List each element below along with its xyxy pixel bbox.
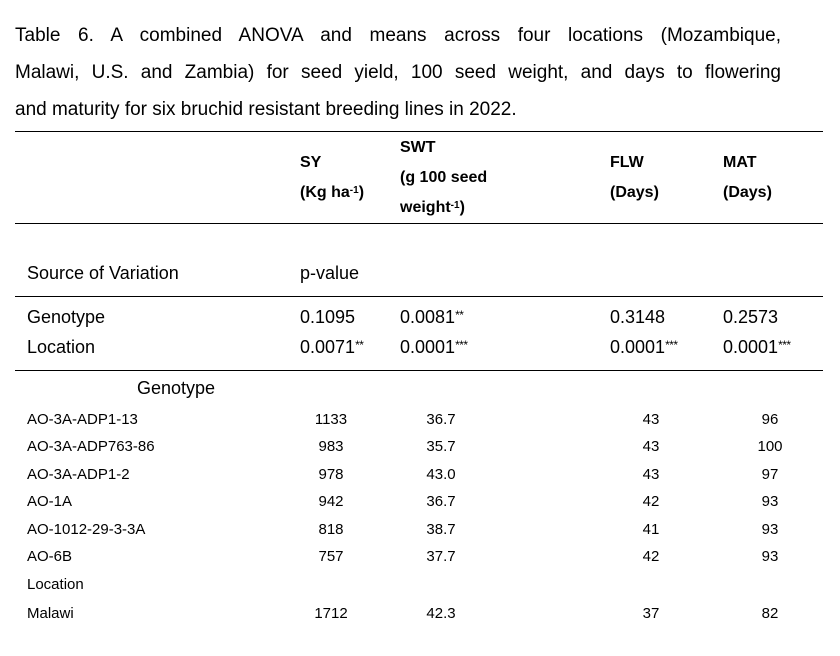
- cell-flw: 41: [642, 520, 660, 538]
- cell-flw: 42: [642, 547, 660, 565]
- row-label: AO-1012-29-3-3A: [27, 520, 146, 538]
- row-label: Location: [27, 337, 96, 357]
- superscript: -1: [349, 184, 359, 196]
- row-label: AO-6B: [27, 547, 73, 565]
- sov-value-label: p-value: [300, 263, 360, 283]
- cell-mat: 0.2573: [723, 307, 779, 327]
- means-section: Genotype AO-3A-ADP1-13 1133 36.7 43 96 A…: [15, 371, 823, 628]
- row-label: AO-1A: [27, 493, 73, 511]
- location-section-label: Location: [27, 576, 84, 594]
- row-label: AO-3A-ADP1-13: [27, 411, 138, 428]
- cell-sy: 757: [318, 547, 344, 565]
- header-swt: SWT (g 100 seed weight-1): [400, 133, 610, 223]
- cell-flw: 0.0001***: [610, 337, 678, 357]
- cell-sy: 983: [318, 438, 344, 456]
- source-of-variation-row: Source of Variation p-value: [15, 224, 823, 296]
- cell-swt: 36.7: [426, 493, 456, 511]
- cell-swt: 42.3: [426, 605, 456, 623]
- anova-section: Genotype 0.1095 0.0081** 0.3148 0.2573 L…: [15, 296, 823, 371]
- header-swt-abbr: SWT: [400, 138, 436, 156]
- significance-stars: ***: [455, 338, 468, 352]
- cell-flw: 43: [642, 465, 660, 483]
- caption-line-3: and maturity for six bruchid resistant b…: [15, 99, 517, 120]
- significance-stars: ***: [778, 338, 791, 352]
- cell-mat: 93: [761, 520, 779, 538]
- header-swt-unit-line1: (g 100 seed: [400, 168, 488, 186]
- cell-swt: 36.7: [426, 411, 456, 428]
- cell-flw: 37: [642, 605, 660, 623]
- row-label: Malawi: [27, 605, 74, 623]
- header-mat: MAT (Days): [723, 148, 823, 208]
- cell-flw: 43: [642, 411, 660, 428]
- significance-stars: ***: [665, 338, 678, 352]
- caption-line-1: Table 6. A combined ANOVA and means acro…: [15, 25, 781, 46]
- significance-stars: **: [455, 308, 464, 322]
- cell-flw: 42: [642, 493, 660, 511]
- cell-mat: 0.0001***: [723, 337, 791, 357]
- header-flw-unit: (Days): [610, 183, 659, 201]
- cell-sy: 0.0071**: [300, 337, 364, 357]
- cell-mat: 82: [761, 605, 779, 623]
- header-swt-unit-line2: weight-1): [400, 198, 465, 216]
- table-row-genotype-pvalues: Genotype 0.1095 0.0081** 0.3148 0.2573: [15, 302, 823, 332]
- cell-sy: 1712: [314, 605, 348, 623]
- cell-mat: 93: [761, 547, 779, 565]
- table-row: AO-1012-29-3-3A 818 38.7 41 93: [15, 516, 823, 543]
- table-row-location-pvalues: Location 0.0071** 0.0001*** 0.0001*** 0.…: [15, 332, 823, 362]
- cell-mat: 93: [761, 493, 779, 511]
- cell-sy: 978: [318, 465, 344, 483]
- cell-swt: 35.7: [426, 438, 456, 456]
- cell-flw: 0.3148: [610, 307, 666, 327]
- table-row: AO-3A-ADP1-2 978 43.0 43 97: [15, 461, 823, 488]
- table-row: AO-3A-ADP763-86 983 35.7 43 100: [15, 433, 823, 460]
- header-sy-unit: (Kg ha-1): [300, 183, 365, 201]
- cell-sy: 1133: [314, 411, 348, 428]
- anova-means-table: SY (Kg ha-1) SWT (g 100 seed weight-1) F…: [15, 131, 823, 628]
- genotype-section-label: Genotype: [137, 378, 216, 398]
- row-label: AO-3A-ADP1-2: [27, 465, 130, 483]
- table-row: AO-1A 942 36.7 42 93: [15, 488, 823, 515]
- location-section-label-row: Location: [15, 570, 823, 599]
- cell-sy: 818: [318, 520, 344, 538]
- cell-swt: 0.0081**: [400, 307, 464, 327]
- caption-line-2: Malawi, U.S. and Zambia) for seed yield,…: [15, 62, 781, 83]
- cell-sy: 0.1095: [300, 307, 356, 327]
- cell-flw: 43: [642, 438, 660, 456]
- table-caption: Table 6. A combined ANOVA and means acro…: [15, 17, 781, 128]
- cell-swt: 38.7: [426, 520, 456, 538]
- row-label: AO-3A-ADP763-86: [27, 438, 155, 456]
- sov-label: Source of Variation: [27, 263, 179, 283]
- row-label: Genotype: [27, 307, 106, 327]
- cell-sy: 942: [318, 493, 344, 511]
- cell-swt: 37.7: [426, 547, 456, 565]
- cell-swt: 0.0001***: [400, 337, 468, 357]
- header-sy-abbr: SY: [300, 153, 322, 171]
- table-row: Malawi 1712 42.3 37 82: [15, 600, 823, 628]
- cell-mat: 97: [761, 465, 779, 483]
- cell-mat: 96: [761, 411, 779, 428]
- header-sy: SY (Kg ha-1): [300, 148, 400, 208]
- superscript: -1: [450, 199, 460, 211]
- header-mat-abbr: MAT: [723, 153, 757, 171]
- cell-mat: 100: [757, 438, 783, 456]
- genotype-means-rows: AO-3A-ADP1-13 1133 36.7 43 96 AO-3A-ADP7…: [15, 406, 823, 628]
- table-row: AO-3A-ADP1-13 1133 36.7 43 96: [15, 406, 823, 433]
- header-mat-unit: (Days): [723, 183, 772, 201]
- table-row: AO-6B 757 37.7 42 93: [15, 543, 823, 570]
- table-header-row: SY (Kg ha-1) SWT (g 100 seed weight-1) F…: [15, 132, 823, 224]
- significance-stars: **: [355, 338, 364, 352]
- header-flw-abbr: FLW: [610, 153, 644, 171]
- header-flw: FLW (Days): [610, 148, 723, 208]
- cell-swt: 43.0: [426, 465, 456, 483]
